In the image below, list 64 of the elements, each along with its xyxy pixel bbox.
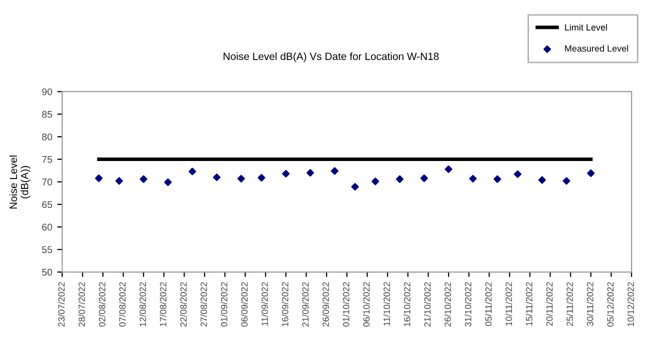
x-tick-label: 27/08/2022 xyxy=(200,282,207,326)
x-tick-label: 07/08/2022 xyxy=(119,282,126,327)
point xyxy=(95,174,103,182)
x-tick-label: 21/10/2022 xyxy=(424,282,431,326)
y-tick-label: 85 xyxy=(42,110,52,118)
x-tick-label: 16/09/2022 xyxy=(282,282,288,326)
point xyxy=(351,182,359,191)
x-tick-label: 05/12/2022 xyxy=(607,282,614,327)
x-tick-label: 10/12/2022 xyxy=(627,282,634,326)
point xyxy=(115,177,123,185)
y-tick-label: 50 xyxy=(42,268,52,276)
point xyxy=(306,169,314,177)
x-tick-label: 28/07/2022 xyxy=(78,282,85,326)
point xyxy=(164,178,172,186)
point xyxy=(420,174,428,182)
legend-label: Measured Level xyxy=(565,45,628,52)
point xyxy=(188,168,196,176)
point xyxy=(140,175,148,183)
point xyxy=(562,177,570,185)
x-tick-label: 23/07/2022 xyxy=(58,282,65,326)
y-tick-label: 65 xyxy=(42,201,52,208)
point xyxy=(514,170,522,178)
x-tick-label: 21/09/2022 xyxy=(302,282,309,326)
y-tick-label: 90 xyxy=(42,88,52,96)
point xyxy=(237,174,245,182)
point xyxy=(396,175,404,183)
point xyxy=(212,174,221,182)
point xyxy=(372,178,380,186)
x-tick-label: 15/11/2022 xyxy=(526,282,532,326)
x-tick-label: 12/08/2022 xyxy=(139,282,146,326)
point xyxy=(444,165,452,173)
x-tick-label: 22/08/2022 xyxy=(180,282,187,326)
y-tick-label: 60 xyxy=(42,224,52,231)
x-tick-label: 11/09/2022 xyxy=(261,282,268,326)
chart-title: Noise Level dB(A) Vs Date for Location W-N18 xyxy=(224,52,439,62)
x-tick-label: 01/10/2022 xyxy=(342,282,350,327)
x-tick-label: 20/11/2022 xyxy=(546,282,553,326)
x-tick-label: 10/11/2022 xyxy=(505,282,512,326)
y-tick-label: 75 xyxy=(42,156,52,163)
x-tick-label: 26/10/2022 xyxy=(444,282,451,326)
x-tick-label: 06/10/2022 xyxy=(363,282,370,327)
x-tick-label: 17/08/2022 xyxy=(160,282,166,326)
x-tick-label: 25/11/2022 xyxy=(566,282,573,326)
x-tick-label: 02/08/2022 xyxy=(98,282,106,327)
point xyxy=(469,174,477,182)
y-tick-label: 80 xyxy=(42,133,52,140)
point xyxy=(587,169,595,178)
x-tick-label: 11/10/2022 xyxy=(383,282,390,326)
x-tick-label: 16/10/2022 xyxy=(404,282,410,326)
x-tick-label: 31/10/2022 xyxy=(464,282,472,327)
x-tick-label: 01/09/2022 xyxy=(220,282,228,327)
point xyxy=(494,175,502,183)
legend-label: Limit Level xyxy=(565,24,607,31)
point xyxy=(258,174,266,182)
x-tick-label: 26/09/2022 xyxy=(322,282,329,326)
x-tick-label: 06/09/2022 xyxy=(241,282,248,327)
y-tick-label: 70 xyxy=(42,178,52,186)
point xyxy=(330,167,338,175)
x-tick-label: 30/11/2022 xyxy=(586,282,594,326)
y-tick-label: 55 xyxy=(42,246,52,254)
point xyxy=(538,176,546,184)
x-tick-label: 05/11/2022 xyxy=(485,282,492,326)
point xyxy=(282,170,290,178)
y-axis-title: Noise Level (dB(A)) xyxy=(9,156,30,209)
